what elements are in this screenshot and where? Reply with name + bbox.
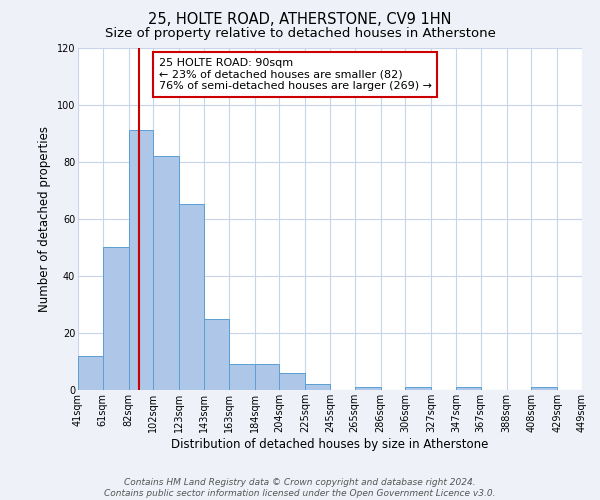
Bar — [179, 204, 204, 390]
Y-axis label: Number of detached properties: Number of detached properties — [38, 126, 51, 312]
Bar — [305, 384, 330, 390]
Bar — [204, 318, 229, 390]
Bar — [128, 130, 154, 390]
Bar — [532, 387, 557, 390]
Text: 25, HOLTE ROAD, ATHERSTONE, CV9 1HN: 25, HOLTE ROAD, ATHERSTONE, CV9 1HN — [148, 12, 452, 28]
Bar — [103, 248, 128, 390]
Bar — [254, 364, 280, 390]
Bar — [355, 387, 380, 390]
X-axis label: Distribution of detached houses by size in Atherstone: Distribution of detached houses by size … — [172, 438, 488, 451]
Text: Size of property relative to detached houses in Atherstone: Size of property relative to detached ho… — [104, 28, 496, 40]
Bar — [154, 156, 179, 390]
Text: 25 HOLTE ROAD: 90sqm
← 23% of detached houses are smaller (82)
76% of semi-detac: 25 HOLTE ROAD: 90sqm ← 23% of detached h… — [158, 58, 431, 91]
Bar — [406, 387, 431, 390]
Bar — [229, 364, 254, 390]
Bar — [456, 387, 481, 390]
Bar — [280, 373, 305, 390]
Text: Contains HM Land Registry data © Crown copyright and database right 2024.
Contai: Contains HM Land Registry data © Crown c… — [104, 478, 496, 498]
Bar — [78, 356, 103, 390]
